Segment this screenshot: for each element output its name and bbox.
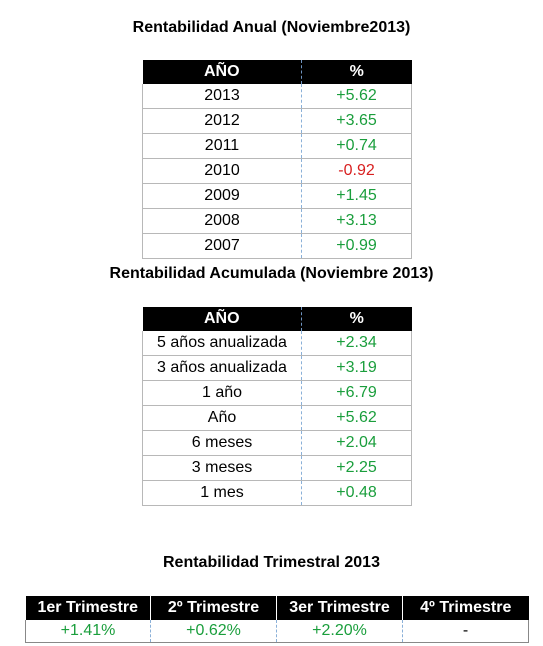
cumulative-returns-table: AÑO % 5 años anualizada +2.34 3 años anual… <box>142 307 412 506</box>
annual-returns-table: AÑO % 2013 +5.62 2012 +3.65 2011 +0.74 2010 -0.… <box>142 60 412 259</box>
column-header-q2: 2º Trimestre <box>150 596 277 620</box>
return-value: +0.99 <box>301 233 412 259</box>
return-value: +2.25 <box>301 455 412 481</box>
column-header-q1: 1er Trimestre <box>25 596 151 620</box>
return-value: +1.45 <box>301 183 412 209</box>
q1-value: +1.41% <box>25 620 151 643</box>
table-row: 1 mes +0.48 <box>142 480 412 506</box>
column-header-percent: % <box>301 307 412 331</box>
return-value: +2.04 <box>301 430 412 456</box>
year-cell: 2012 <box>142 108 302 134</box>
quarterly-returns-table: 1er Trimestre 2º Trimestre 3er Trimestre… <box>25 596 529 643</box>
table-row: 2007 +0.99 <box>142 233 412 259</box>
table-row: 2009 +1.45 <box>142 183 412 209</box>
year-cell: 2009 <box>142 183 302 209</box>
return-value: +3.65 <box>301 108 412 134</box>
column-header-q4: 4º Trimestre <box>402 596 529 620</box>
return-value: +6.79 <box>301 380 412 406</box>
column-header-percent: % <box>301 60 412 84</box>
table-row: 2010 -0.92 <box>142 158 412 184</box>
table-row: 1 año +6.79 <box>142 380 412 406</box>
table-header-row: AÑO % <box>142 307 412 331</box>
column-header-year: AÑO <box>142 307 302 331</box>
table-row: 2012 +3.65 <box>142 108 412 134</box>
table-row: 3 años anualizada +3.19 <box>142 355 412 381</box>
period-cell: Año <box>142 405 302 431</box>
year-cell: 2011 <box>142 133 302 159</box>
table-row: 2011 +0.74 <box>142 133 412 159</box>
period-cell: 1 mes <box>142 480 302 506</box>
period-cell: 3 meses <box>142 455 302 481</box>
year-cell: 2013 <box>142 84 302 109</box>
table-row: 5 años anualizada +2.34 <box>142 331 412 356</box>
return-value: +0.48 <box>301 480 412 506</box>
table-row: 2013 +5.62 <box>142 84 412 109</box>
table-header-row: AÑO % <box>142 60 412 84</box>
period-cell: 1 año <box>142 380 302 406</box>
return-value: +2.34 <box>301 331 412 356</box>
cumulative-returns-title: Rentabilidad Acumulada (Noviembre 2013) <box>109 265 434 282</box>
period-cell: 3 años anualizada <box>142 355 302 381</box>
year-cell: 2007 <box>142 233 302 259</box>
column-header-year: AÑO <box>142 60 302 84</box>
return-value: -0.92 <box>301 158 412 184</box>
year-cell: 2008 <box>142 208 302 234</box>
period-cell: 5 años anualizada <box>142 331 302 356</box>
annual-returns-title: Rentabilidad Anual (Noviembre2013) <box>132 19 411 36</box>
return-value: +5.62 <box>301 84 412 109</box>
quarterly-returns-title: Rentabilidad Trimestral 2013 <box>163 554 380 571</box>
q2-value: +0.62% <box>150 620 277 643</box>
table-row: Año +5.62 <box>142 405 412 431</box>
return-value: +0.74 <box>301 133 412 159</box>
table-row: 6 meses +2.04 <box>142 430 412 456</box>
return-value: +3.13 <box>301 208 412 234</box>
period-cell: 6 meses <box>142 430 302 456</box>
table-header-row: 1er Trimestre 2º Trimestre 3er Trimestre… <box>25 596 529 620</box>
column-header-q3: 3er Trimestre <box>276 596 403 620</box>
return-value: +5.62 <box>301 405 412 431</box>
table-row: 2008 +3.13 <box>142 208 412 234</box>
q4-value: - <box>402 620 529 643</box>
table-row: 3 meses +2.25 <box>142 455 412 481</box>
q3-value: +2.20% <box>276 620 403 643</box>
table-row: +1.41% +0.62% +2.20% - <box>25 620 529 643</box>
return-value: +3.19 <box>301 355 412 381</box>
year-cell: 2010 <box>142 158 302 184</box>
